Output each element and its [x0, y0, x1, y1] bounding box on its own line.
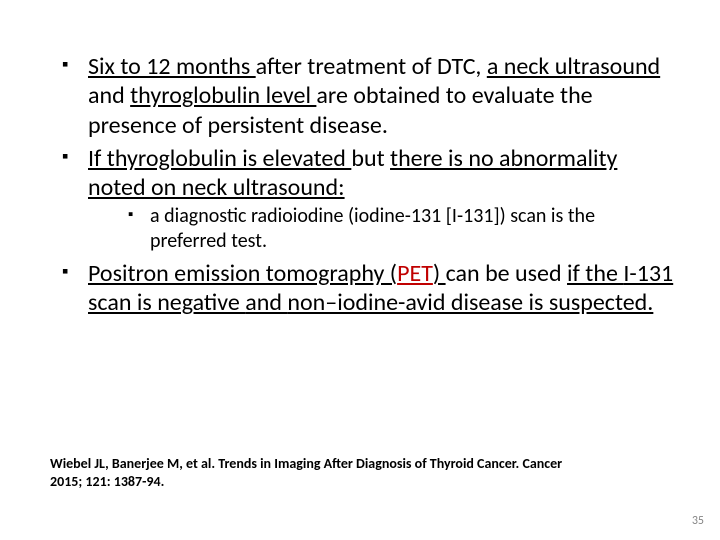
text-span: non–iodine-avid disease is suspected.: [287, 288, 653, 317]
text-span: If thyroglobulin is elevated: [88, 144, 351, 173]
bullet-list-level1: Six to 12 months after treatment of DTC,…: [44, 52, 676, 318]
text-span: thyroglobulin level: [130, 81, 316, 110]
text-span: a diagnostic radioiodine (iodine-131 [I-…: [150, 204, 595, 252]
text-span: if the: [567, 259, 623, 288]
slide: Six to 12 months after treatment of DTC,…: [0, 0, 720, 540]
text-span: a neck ultrasound: [487, 52, 660, 81]
page-number: 35: [692, 514, 704, 528]
citation-text: Wiebel JL, Banerjee M, et al. Trends in …: [50, 455, 570, 490]
bullet-subitem-1: a diagnostic radioiodine (iodine-131 [I-…: [128, 204, 676, 253]
bullet-item-1: Six to 12 months after treatment of DTC,…: [62, 52, 676, 140]
text-span: can be used: [446, 259, 567, 288]
bullet-item-3: Positron emission tomography (PET) can b…: [62, 259, 676, 318]
text-span: and: [245, 288, 287, 317]
text-span: and: [88, 81, 130, 110]
bullet-list-level2: a diagnostic radioiodine (iodine-131 [I-…: [88, 204, 676, 253]
text-span: Positron emission tomography (: [88, 259, 397, 288]
bullet-item-2: If thyroglobulin is elevated but there i…: [62, 144, 676, 253]
text-span: but: [351, 144, 390, 173]
text-span: Six to 12 months: [88, 52, 256, 81]
text-span-highlight: PET: [397, 259, 433, 288]
text-span: ): [433, 259, 446, 288]
text-span: after treatment of DTC,: [256, 52, 487, 81]
